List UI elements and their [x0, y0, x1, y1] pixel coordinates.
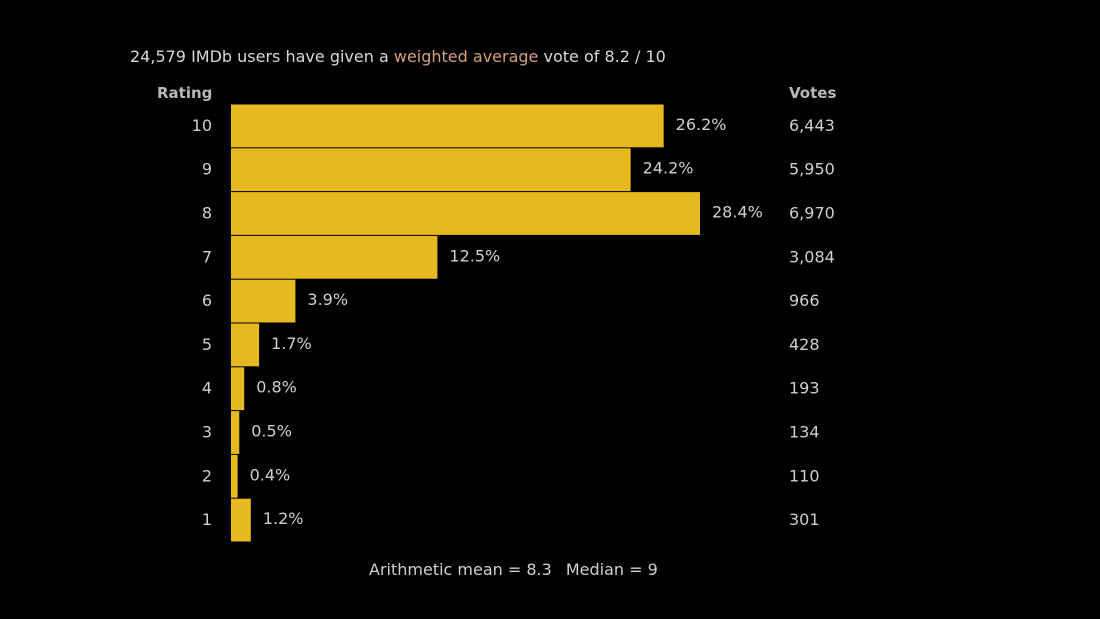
bar-rating-1 [231, 498, 251, 542]
votes-value: 966 [789, 291, 820, 310]
bar-rating-8 [231, 192, 700, 235]
percent-label: 12.5% [449, 246, 500, 265]
votes-value: 6,443 [789, 116, 835, 135]
votes-value: 428 [789, 335, 820, 354]
rating-label: 10 [192, 116, 212, 135]
rating-label: 7 [202, 247, 212, 266]
votes-value: 134 [789, 423, 820, 442]
bar-rating-6 [231, 279, 296, 323]
title-text-end: vote of 8.2 / 10 [538, 47, 666, 66]
rating-label: 1 [202, 510, 212, 529]
rating-label: 4 [202, 379, 212, 398]
rating-label: 6 [202, 291, 212, 310]
votes-value: 3,084 [789, 247, 835, 266]
median: Median = 9 [565, 560, 658, 579]
percent-label: 0.5% [251, 422, 292, 441]
bar-rating-4 [231, 367, 245, 411]
percent-label: 28.4% [712, 203, 763, 222]
weighted-average-link[interactable]: weighted average [393, 47, 539, 66]
votes-value: 193 [789, 379, 820, 398]
rating-label: 2 [202, 466, 212, 485]
summary-stats: Arithmetic mean = 8.3 Median = 9 [369, 560, 658, 579]
percent-label: 0.4% [250, 465, 291, 484]
rating-label: 9 [202, 160, 212, 179]
votes-column-header: Votes [789, 84, 837, 102]
percent-label: 3.9% [307, 290, 348, 309]
percent-label: 0.8% [256, 378, 297, 397]
votes-value: 5,950 [789, 160, 835, 179]
bar-rating-7 [231, 235, 438, 279]
rating-label: 8 [202, 204, 212, 223]
votes-value: 301 [789, 510, 820, 529]
rating-label: 3 [202, 423, 212, 442]
rating-column-header: Rating [157, 84, 213, 102]
bar-rating-9 [231, 148, 631, 192]
vote-count: 24,579 [130, 47, 186, 66]
percent-label: 1.7% [271, 334, 312, 353]
title-text: IMDb users have given a [185, 47, 394, 66]
bar-rating-5 [231, 323, 260, 367]
rating-label: 5 [202, 335, 212, 354]
arithmetic-mean: Arithmetic mean = 8.3 [369, 560, 552, 579]
bar-rating-2 [231, 454, 238, 498]
bar-rating-3 [231, 411, 240, 454]
votes-value: 110 [789, 466, 820, 485]
percent-label: 24.2% [643, 159, 694, 178]
chart-title: 24,579 IMDb users have given a weighted … [130, 47, 666, 66]
votes-value: 6,970 [789, 204, 835, 223]
percent-label: 1.2% [263, 509, 304, 528]
percent-label: 26.2% [676, 115, 727, 134]
bar-rating-10 [231, 104, 664, 148]
